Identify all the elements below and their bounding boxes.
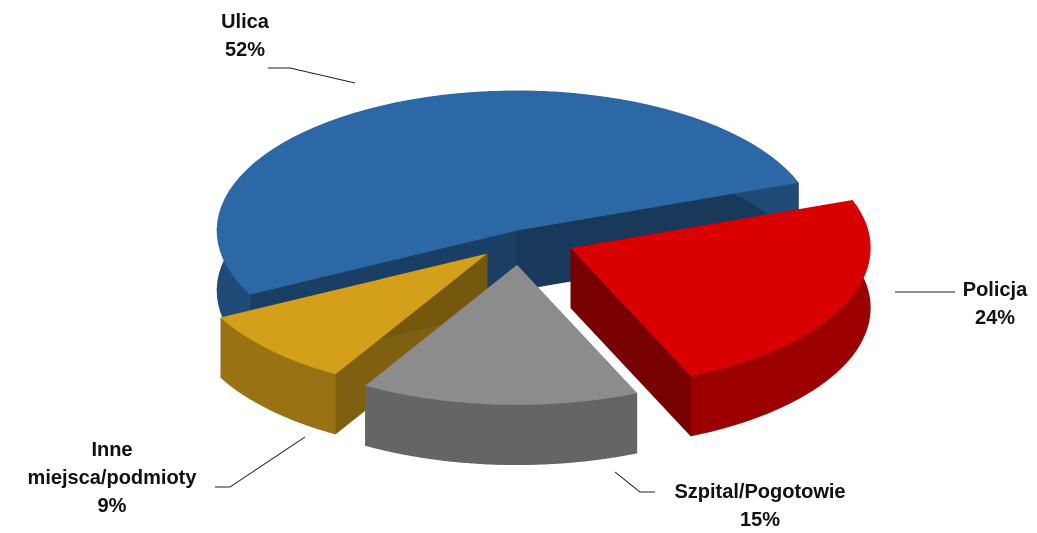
slice [570,200,871,377]
slice-wall [220,317,336,435]
category-label: Ulica [221,11,269,33]
category-label: Policja [962,279,1028,301]
value-label: 15% [739,509,781,531]
slice-side [570,248,691,437]
leader-line [215,436,306,488]
value-label: 9% [97,495,127,517]
slice-label: Ulica 52% [195,8,295,64]
slices [216,90,871,465]
slice-label: Policja 24% [945,276,1037,332]
slice-wall [690,200,871,437]
leader-line [268,67,356,84]
slice [365,264,638,405]
category-label: Szpital/Pogotowie [674,481,846,503]
leader-line [614,471,655,493]
value-label: 52% [224,39,266,61]
slice-label: Szpital/Pogotowie 15% [650,478,870,533]
category-label: Inne miejsca/podmioty [27,439,197,489]
value-label: 24% [974,307,1016,329]
slice [216,90,799,295]
slice-wall [365,385,638,465]
slice-label: Inne miejsca/podmioty 9% [12,436,212,520]
slice [220,253,488,375]
